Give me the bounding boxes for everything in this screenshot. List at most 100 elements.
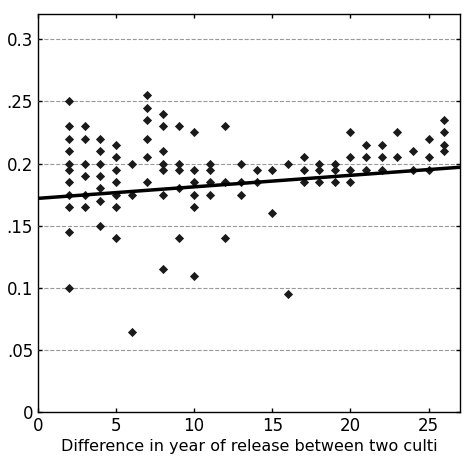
Point <box>128 191 136 199</box>
Point <box>97 197 104 205</box>
Point <box>253 178 260 186</box>
Point <box>346 166 354 173</box>
Point <box>300 154 307 161</box>
Point <box>393 128 401 136</box>
Point <box>378 166 385 173</box>
Point <box>144 104 151 111</box>
Point <box>81 135 89 142</box>
Point <box>440 141 448 149</box>
Point <box>159 160 167 167</box>
Point <box>112 178 120 186</box>
Point <box>346 154 354 161</box>
Point <box>175 235 182 242</box>
Point <box>378 141 385 149</box>
Point <box>206 166 214 173</box>
Point <box>331 178 338 186</box>
Point <box>191 203 198 211</box>
Point <box>144 91 151 99</box>
Point <box>393 154 401 161</box>
Point <box>222 178 229 186</box>
Point <box>440 116 448 124</box>
Point <box>81 172 89 180</box>
Point <box>378 154 385 161</box>
Point <box>65 178 73 186</box>
Point <box>315 178 323 186</box>
Point <box>112 235 120 242</box>
Point <box>191 128 198 136</box>
Point <box>206 160 214 167</box>
Point <box>97 184 104 192</box>
Point <box>112 191 120 199</box>
Point <box>253 166 260 173</box>
Point <box>81 203 89 211</box>
Point <box>206 191 214 199</box>
Point <box>300 178 307 186</box>
Point <box>97 160 104 167</box>
Point <box>144 154 151 161</box>
Point <box>362 154 370 161</box>
Point <box>191 178 198 186</box>
Point <box>409 166 417 173</box>
Point <box>268 166 276 173</box>
Point <box>65 191 73 199</box>
Point <box>237 191 245 199</box>
Point <box>300 166 307 173</box>
Point <box>97 222 104 229</box>
Point <box>81 160 89 167</box>
Point <box>144 116 151 124</box>
Point <box>159 110 167 118</box>
Point <box>315 160 323 167</box>
Point <box>97 172 104 180</box>
Point <box>65 203 73 211</box>
Point <box>222 235 229 242</box>
Point <box>425 154 432 161</box>
Point <box>65 135 73 142</box>
Point <box>97 147 104 155</box>
Point <box>362 166 370 173</box>
Point <box>237 178 245 186</box>
Point <box>331 166 338 173</box>
Point <box>175 122 182 130</box>
Point <box>362 141 370 149</box>
Point <box>97 135 104 142</box>
Point <box>346 128 354 136</box>
Point <box>159 265 167 273</box>
Point <box>65 122 73 130</box>
Point <box>112 154 120 161</box>
Point <box>191 166 198 173</box>
Point <box>175 166 182 173</box>
Point <box>112 141 120 149</box>
Point <box>112 166 120 173</box>
Point <box>65 166 73 173</box>
Point <box>284 291 292 298</box>
Point <box>206 178 214 186</box>
Point <box>191 272 198 279</box>
Point <box>346 178 354 186</box>
Point <box>409 147 417 155</box>
X-axis label: Difference in year of release between two culti: Difference in year of release between tw… <box>61 439 437 455</box>
Point <box>175 160 182 167</box>
Point <box>425 135 432 142</box>
Point <box>237 160 245 167</box>
Point <box>268 210 276 217</box>
Point <box>65 160 73 167</box>
Point <box>144 178 151 186</box>
Point <box>65 98 73 105</box>
Point <box>65 228 73 236</box>
Point <box>222 122 229 130</box>
Point <box>315 166 323 173</box>
Point <box>81 191 89 199</box>
Point <box>81 122 89 130</box>
Point <box>112 203 120 211</box>
Point <box>425 166 432 173</box>
Point <box>144 135 151 142</box>
Point <box>440 147 448 155</box>
Point <box>331 160 338 167</box>
Point <box>159 122 167 130</box>
Point <box>159 166 167 173</box>
Point <box>175 184 182 192</box>
Point <box>159 191 167 199</box>
Point <box>284 160 292 167</box>
Point <box>440 128 448 136</box>
Point <box>191 191 198 199</box>
